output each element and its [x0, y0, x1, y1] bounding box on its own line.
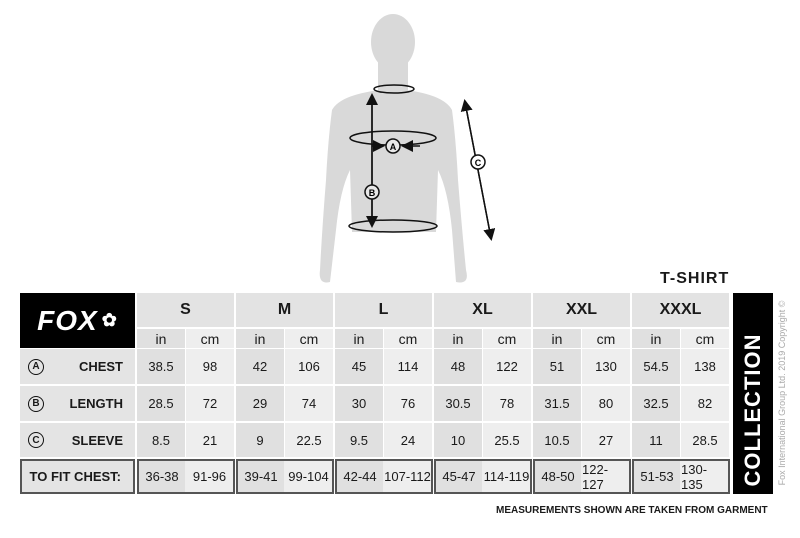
value-cm: 80: [582, 386, 630, 421]
body-measurement-diagram: A B C: [319, 14, 496, 283]
value-in: 32.5: [632, 386, 680, 421]
unit-in-label: in: [434, 329, 482, 348]
value-cm: 25.5: [483, 423, 531, 457]
value-in: 45: [335, 349, 383, 384]
value-in: 10.5: [533, 423, 581, 457]
product-title: T-SHIRT: [660, 270, 730, 287]
value-in: 30: [335, 386, 383, 421]
row-label-length: B LENGTH: [20, 386, 135, 421]
fit-in: 39-41: [238, 461, 284, 492]
unit-cm-label: cm: [285, 329, 333, 348]
value-cm: 98: [186, 349, 234, 384]
marker-a-icon: A: [385, 138, 401, 154]
value-cm: 27: [582, 423, 630, 457]
row-label-chest: A CHEST: [20, 349, 135, 384]
marker-b-icon: B: [28, 395, 44, 412]
value-cm: 24: [384, 423, 432, 457]
fit-in: 42-44: [337, 461, 383, 492]
value-cm: 130: [582, 349, 630, 384]
brand-text: FOX: [37, 304, 98, 336]
fit-cm: 91-96: [186, 461, 233, 492]
fit-cm: 130-135: [681, 461, 728, 492]
marker-a-icon: A: [28, 358, 44, 375]
marker-c-icon: C: [470, 154, 486, 170]
value-cm: 72: [186, 386, 234, 421]
value-in: 8.5: [137, 423, 185, 457]
value-in: 31.5: [533, 386, 581, 421]
fit-cm: 122-127: [582, 461, 629, 492]
size-header-xl: XL: [434, 293, 531, 327]
value-in: 38.5: [137, 349, 185, 384]
value-in: 9.5: [335, 423, 383, 457]
footer-note: MEASUREMENTS SHOWN ARE TAKEN FROM GARMEN…: [496, 505, 768, 516]
unit-cm-label: cm: [384, 329, 432, 348]
fit-in: 45-47: [436, 461, 482, 492]
unit-cm-label: cm: [582, 329, 630, 348]
fit-in: 51-53: [634, 461, 680, 492]
unit-cm-label: cm: [483, 329, 531, 348]
unit-in-label: in: [533, 329, 581, 348]
body-silhouette: [319, 14, 467, 283]
unit-in-label: in: [236, 329, 284, 348]
unit-cm-label: cm: [681, 329, 729, 348]
fit-in: 48-50: [535, 461, 581, 492]
value-cm: 21: [186, 423, 234, 457]
unit-cm-label: cm: [186, 329, 234, 348]
row-label-text: CHEST: [78, 359, 123, 374]
value-in: 10: [434, 423, 482, 457]
value-cm: 114: [384, 349, 432, 384]
unit-in-label: in: [137, 329, 185, 348]
value-cm: 82: [681, 386, 729, 421]
value-in: 11: [632, 423, 680, 457]
value-cm: 122: [483, 349, 531, 384]
fit-cm: 99-104: [285, 461, 332, 492]
collection-label: COLLECTION: [740, 333, 765, 487]
value-cm: 28.5: [681, 423, 729, 457]
size-header-l: L: [335, 293, 432, 327]
value-in: 48: [434, 349, 482, 384]
fit-in: 36-38: [139, 461, 185, 492]
marker-b-icon: B: [364, 184, 380, 200]
value-in: 9: [236, 423, 284, 457]
value-in: 29: [236, 386, 284, 421]
fox-head-icon: ✿: [101, 310, 118, 330]
value-cm: 76: [384, 386, 432, 421]
value-in: 28.5: [137, 386, 185, 421]
collection-banner: COLLECTION: [733, 293, 773, 494]
value-in: 54.5: [632, 349, 680, 384]
size-header-s: S: [137, 293, 234, 327]
value-cm: 138: [681, 349, 729, 384]
size-header-xxxl: XXXL: [632, 293, 729, 327]
value-cm: 106: [285, 349, 333, 384]
unit-in-label: in: [335, 329, 383, 348]
copyright-text: Fox International Group Ltd. 2019 Copyri…: [777, 300, 787, 486]
unit-in-label: in: [632, 329, 680, 348]
value-in: 51: [533, 349, 581, 384]
fit-cm: 114-119: [483, 461, 530, 492]
value-cm: 22.5: [285, 423, 333, 457]
value-in: 42: [236, 349, 284, 384]
fox-logo: FOX ✿: [20, 293, 135, 348]
value-cm: 74: [285, 386, 333, 421]
row-label-text: SLEEVE: [71, 432, 123, 448]
fit-chest-label: TO FIT CHEST:: [20, 459, 135, 494]
size-header-xxl: XXL: [533, 293, 630, 327]
svg-text:A: A: [390, 142, 397, 152]
svg-text:B: B: [369, 188, 376, 198]
row-label-sleeve: C SLEEVE: [20, 423, 135, 457]
fit-cm: 107-112: [384, 461, 431, 492]
value-cm: 78: [483, 386, 531, 421]
row-label-text: LENGTH: [69, 396, 123, 411]
value-in: 30.5: [434, 386, 482, 421]
svg-text:C: C: [475, 158, 482, 168]
marker-c-icon: C: [28, 432, 44, 448]
size-header-m: M: [236, 293, 333, 327]
